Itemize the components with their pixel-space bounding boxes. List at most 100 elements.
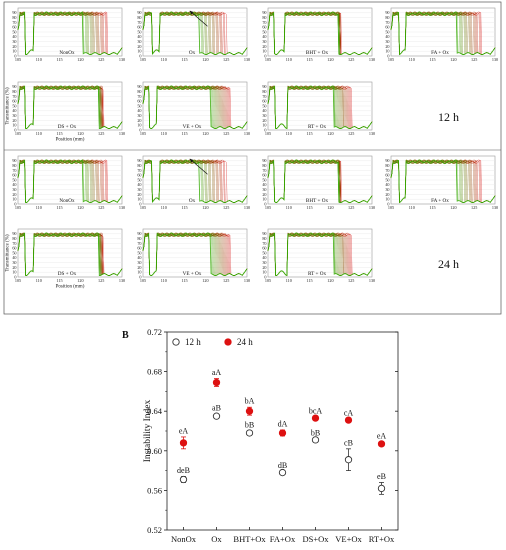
profile-x-tick-label: 105 xyxy=(265,57,271,62)
profile-y-tick-label: 40 xyxy=(12,34,16,39)
y-tick-label: 0.64 xyxy=(147,406,163,416)
profile-y-tick-label: 50 xyxy=(385,29,389,34)
profile-y-tick-label: 60 xyxy=(12,246,16,251)
profile-x-tick-label: 125 xyxy=(348,205,354,210)
profile-y-tick-label: 50 xyxy=(137,177,141,182)
profile-y-tick-label: 80 xyxy=(262,236,266,241)
profile-x-tick-label: 120 xyxy=(202,205,208,210)
profile-y-tick-label: 40 xyxy=(385,182,389,187)
significance-label: bA xyxy=(245,397,255,406)
profile-y-tick-label: 70 xyxy=(262,168,266,173)
legend-label: 12 h xyxy=(185,337,201,347)
profile-x-tick-label: 120 xyxy=(327,205,333,210)
profile-x-tick-label: 130 xyxy=(369,205,375,210)
profile-y-tick-label: 90 xyxy=(262,10,266,15)
y-tick-label: 0.68 xyxy=(147,367,162,377)
profile-x-tick-label: 115 xyxy=(182,278,188,283)
significance-label: dB xyxy=(278,461,287,470)
profile-x-tick-label: 130 xyxy=(244,278,250,283)
profile-y-tick-label: 80 xyxy=(12,163,16,168)
profile-y-tick-label: 70 xyxy=(12,20,16,25)
time-label-12h: 12 h xyxy=(438,110,459,124)
profile-y-tick-label: 60 xyxy=(137,99,141,104)
profile-y-tick-label: 70 xyxy=(137,241,141,246)
profile-y-tick-label: 40 xyxy=(12,108,16,113)
profile-y-tick-label: 10 xyxy=(262,270,266,275)
profile-y-tick-label: 20 xyxy=(137,44,141,49)
profile-y-tick-label: 10 xyxy=(12,197,16,202)
profile-y-tick-label: 40 xyxy=(262,182,266,187)
profile-y-tick-label: 30 xyxy=(262,260,266,265)
profile-y-tick-label: 50 xyxy=(12,29,16,34)
data-point-24h xyxy=(344,416,353,424)
y-tick-label: 0.56 xyxy=(147,485,162,495)
profile-curve xyxy=(142,11,248,56)
profile-y-tick-label: 70 xyxy=(137,94,141,99)
profile-panel-label: BHT + Ox xyxy=(306,198,329,204)
profile-y-tick-label: 60 xyxy=(137,25,141,30)
profile-x-tick-label: 105 xyxy=(265,131,271,136)
profile-x-tick-label: 110 xyxy=(36,205,42,210)
profile-x-tick-label: 105 xyxy=(140,57,146,62)
profile-x-tick-label: 125 xyxy=(471,205,477,210)
x-tick-label-ox: Ox xyxy=(211,534,222,544)
profile-y-tick-label: 40 xyxy=(137,34,141,39)
profile-y-tick-label: 0 xyxy=(139,53,141,58)
profile-curve xyxy=(267,159,373,204)
profile-y-tick-label: 70 xyxy=(137,20,141,25)
profile-y-tick-label: 0 xyxy=(14,274,16,279)
significance-label: aA xyxy=(212,368,222,377)
profile-y-tick-label: 30 xyxy=(262,39,266,44)
profile-panel-label: RT + Ox xyxy=(308,271,326,277)
profile-y-tick-label: 40 xyxy=(262,108,266,113)
x-tick-label-rt-ox: RT+Ox xyxy=(369,534,395,544)
profile-y-tick-label: 30 xyxy=(12,260,16,265)
profile-x-tick-label: 125 xyxy=(98,278,104,283)
profile-y-tick-label: 90 xyxy=(385,10,389,15)
profile-y-tick-label: 30 xyxy=(385,39,389,44)
y-axis-title: Instability Index xyxy=(143,399,153,462)
profile-y-tick-label: 50 xyxy=(262,177,266,182)
profile-y-tick-label: 20 xyxy=(137,118,141,123)
profile-y-tick-label: 90 xyxy=(137,231,141,236)
profile-x-tick-label: 120 xyxy=(327,131,333,136)
profile-x-tick-label: 105 xyxy=(15,131,21,136)
profile-y-tick-label: 10 xyxy=(262,49,266,54)
profile-y-tick-label: 30 xyxy=(137,39,141,44)
panel-a-border xyxy=(3,1,502,315)
profile-x-tick-label: 110 xyxy=(286,57,292,62)
profile-x-tick-label: 105 xyxy=(15,205,21,210)
profile-y-tick-label: 80 xyxy=(137,236,141,241)
profile-x-tick-label: 115 xyxy=(430,205,436,210)
profile-y-tick-label: 40 xyxy=(12,255,16,260)
profile-y-tick-label: 0 xyxy=(139,274,141,279)
significance-label: cB xyxy=(344,438,353,447)
profile-curve xyxy=(390,159,496,204)
profile-x-tick-label: 105 xyxy=(265,205,271,210)
profile-x-tick-label: 125 xyxy=(348,131,354,136)
profile-y-tick-label: 0 xyxy=(14,53,16,58)
profile-x-tick-label: 110 xyxy=(161,131,167,136)
data-point-24h xyxy=(212,378,221,387)
profile-y-tick-label: 80 xyxy=(12,89,16,94)
arrow-icon xyxy=(189,158,208,175)
profile-y-tick-label: 0 xyxy=(387,53,389,58)
profile-x-tick-label: 110 xyxy=(286,205,292,210)
profile-curve xyxy=(17,85,123,130)
profile-x-tick-label: 130 xyxy=(244,205,250,210)
profile-y-tick-label: 20 xyxy=(12,192,16,197)
profile-panel-label: DS + Ox xyxy=(58,124,77,130)
profile-panel-label: BHT + Ox xyxy=(306,50,329,56)
profile-y-tick-label: 80 xyxy=(385,163,389,168)
profile-y-tick-label: 80 xyxy=(262,89,266,94)
profile-x-tick-label: 115 xyxy=(182,57,188,62)
profile-y-tick-label: 90 xyxy=(137,84,141,89)
significance-label: deB xyxy=(177,466,190,475)
time-label-24h: 24 h xyxy=(438,257,459,271)
